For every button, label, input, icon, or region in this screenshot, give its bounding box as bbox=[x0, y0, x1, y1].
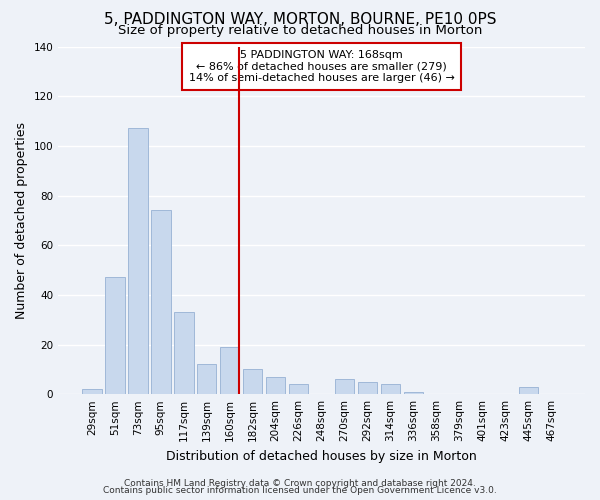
Text: 5, PADDINGTON WAY, MORTON, BOURNE, PE10 0PS: 5, PADDINGTON WAY, MORTON, BOURNE, PE10 … bbox=[104, 12, 496, 28]
Bar bbox=[151, 210, 170, 394]
Text: Contains HM Land Registry data © Crown copyright and database right 2024.: Contains HM Land Registry data © Crown c… bbox=[124, 478, 476, 488]
Bar bbox=[358, 382, 377, 394]
Bar bbox=[82, 389, 101, 394]
Y-axis label: Number of detached properties: Number of detached properties bbox=[15, 122, 28, 319]
Bar bbox=[404, 392, 423, 394]
Bar bbox=[243, 370, 262, 394]
Bar bbox=[105, 278, 125, 394]
Bar bbox=[128, 128, 148, 394]
Text: Contains public sector information licensed under the Open Government Licence v3: Contains public sector information licen… bbox=[103, 486, 497, 495]
Bar bbox=[197, 364, 217, 394]
Text: 5 PADDINGTON WAY: 168sqm
← 86% of detached houses are smaller (279)
14% of semi-: 5 PADDINGTON WAY: 168sqm ← 86% of detach… bbox=[188, 50, 455, 83]
Bar bbox=[266, 377, 286, 394]
Bar bbox=[518, 386, 538, 394]
Bar bbox=[335, 380, 355, 394]
Bar bbox=[220, 347, 239, 394]
Text: Size of property relative to detached houses in Morton: Size of property relative to detached ho… bbox=[118, 24, 482, 37]
Bar bbox=[289, 384, 308, 394]
Bar bbox=[381, 384, 400, 394]
X-axis label: Distribution of detached houses by size in Morton: Distribution of detached houses by size … bbox=[166, 450, 477, 462]
Bar bbox=[174, 312, 194, 394]
